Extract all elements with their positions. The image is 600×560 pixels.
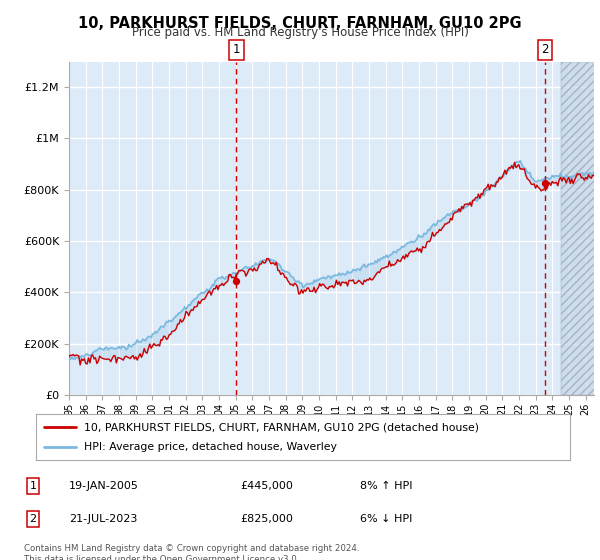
Text: Price paid vs. HM Land Registry's House Price Index (HPI): Price paid vs. HM Land Registry's House …: [131, 26, 469, 39]
Point: [232, 276, 241, 285]
Point: [540, 179, 550, 188]
Bar: [560, 62, 600, 395]
Text: 21-JUL-2023: 21-JUL-2023: [69, 514, 137, 524]
Text: 10, PARKHURST FIELDS, CHURT, FARNHAM, GU10 2PG (detached house): 10, PARKHURST FIELDS, CHURT, FARNHAM, GU…: [84, 422, 479, 432]
Text: 1: 1: [233, 44, 240, 57]
Text: 10, PARKHURST FIELDS, CHURT, FARNHAM, GU10 2PG: 10, PARKHURST FIELDS, CHURT, FARNHAM, GU…: [78, 16, 522, 31]
Text: 2: 2: [29, 514, 37, 524]
Text: Contains HM Land Registry data © Crown copyright and database right 2024.
This d: Contains HM Land Registry data © Crown c…: [24, 544, 359, 560]
Text: £445,000: £445,000: [240, 481, 293, 491]
Text: £825,000: £825,000: [240, 514, 293, 524]
Text: 1: 1: [29, 481, 37, 491]
Bar: [560, 62, 600, 395]
Text: 19-JAN-2005: 19-JAN-2005: [69, 481, 139, 491]
Text: 6% ↓ HPI: 6% ↓ HPI: [360, 514, 412, 524]
Text: 2: 2: [541, 44, 548, 57]
Text: 8% ↑ HPI: 8% ↑ HPI: [360, 481, 413, 491]
Text: HPI: Average price, detached house, Waverley: HPI: Average price, detached house, Wave…: [84, 442, 337, 452]
